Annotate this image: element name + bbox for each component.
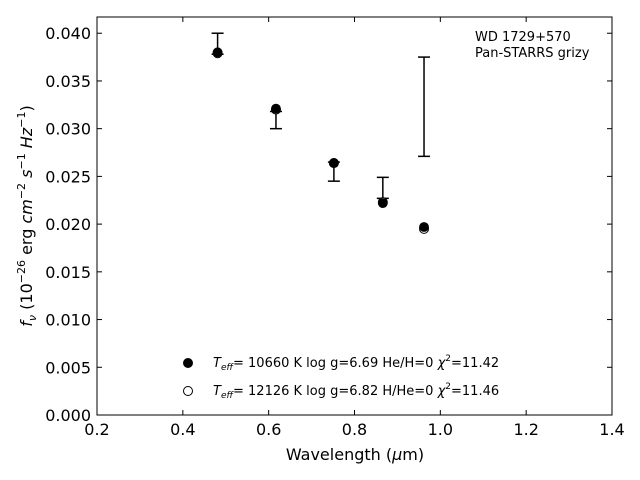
y-tick-label: 0.040 bbox=[45, 24, 91, 43]
error-bars bbox=[211, 32, 431, 200]
model-point-filled bbox=[377, 198, 388, 209]
x-tick-label: 1.4 bbox=[599, 420, 624, 439]
y-tick-label: 0.020 bbox=[45, 215, 91, 234]
x-tick-label: 0.8 bbox=[342, 420, 367, 439]
y-tick-label: 0.000 bbox=[45, 406, 91, 425]
y-tick-labels: 0.000 0.005 0.010 0.015 0.020 0.025 0.030 0.035… bbox=[45, 24, 91, 425]
x-axis-title: Wavelength (μm) bbox=[286, 445, 424, 464]
x-tick-label: 0.4 bbox=[170, 420, 195, 439]
model-point-filled bbox=[271, 103, 281, 114]
annotation-line-2: Pan-STARRS grizy bbox=[475, 46, 590, 61]
x-tick-label: 1.0 bbox=[428, 420, 453, 439]
y-tick-label: 0.010 bbox=[45, 311, 91, 330]
legend: Teff= 10660 K log g=6.69 He/H=0 χ2=11.42… bbox=[183, 354, 499, 401]
plot-frame bbox=[96, 16, 613, 416]
data-points bbox=[212, 47, 430, 234]
x-tick-labels: 0.2 0.4 0.6 0.8 1.0 1.2 1.4 bbox=[84, 420, 624, 439]
model-point-filled bbox=[212, 47, 223, 58]
y-axis-title: fν (10−26 erg cm−2 s−1 Hz−1) bbox=[15, 105, 39, 326]
legend-marker-filled bbox=[183, 358, 193, 368]
y-tick-label: 0.025 bbox=[45, 167, 91, 186]
y-tick-label: 0.030 bbox=[45, 120, 91, 139]
model-point-filled bbox=[328, 158, 339, 168]
y-tick-label: 0.035 bbox=[45, 72, 91, 91]
x-tick-label: 0.2 bbox=[84, 420, 109, 439]
observed-error-bar bbox=[418, 56, 431, 158]
x-tick-label: 1.2 bbox=[513, 420, 538, 439]
y-tick-label: 0.015 bbox=[45, 263, 91, 282]
observed-error-bar bbox=[376, 176, 389, 200]
y-tick-label: 0.005 bbox=[45, 358, 91, 377]
x-tick-label: 0.6 bbox=[256, 420, 281, 439]
legend-entry-1: Teff= 10660 K log g=6.69 He/H=0 χ2=11.42 bbox=[213, 354, 499, 373]
model-point-filled bbox=[419, 222, 429, 232]
legend-entry-2: Teff= 12126 K log g=6.82 H/He=0 χ2=11.46 bbox=[213, 382, 499, 401]
annotation-line-1: WD 1729+570 bbox=[475, 30, 571, 45]
legend-marker-open bbox=[183, 386, 193, 396]
